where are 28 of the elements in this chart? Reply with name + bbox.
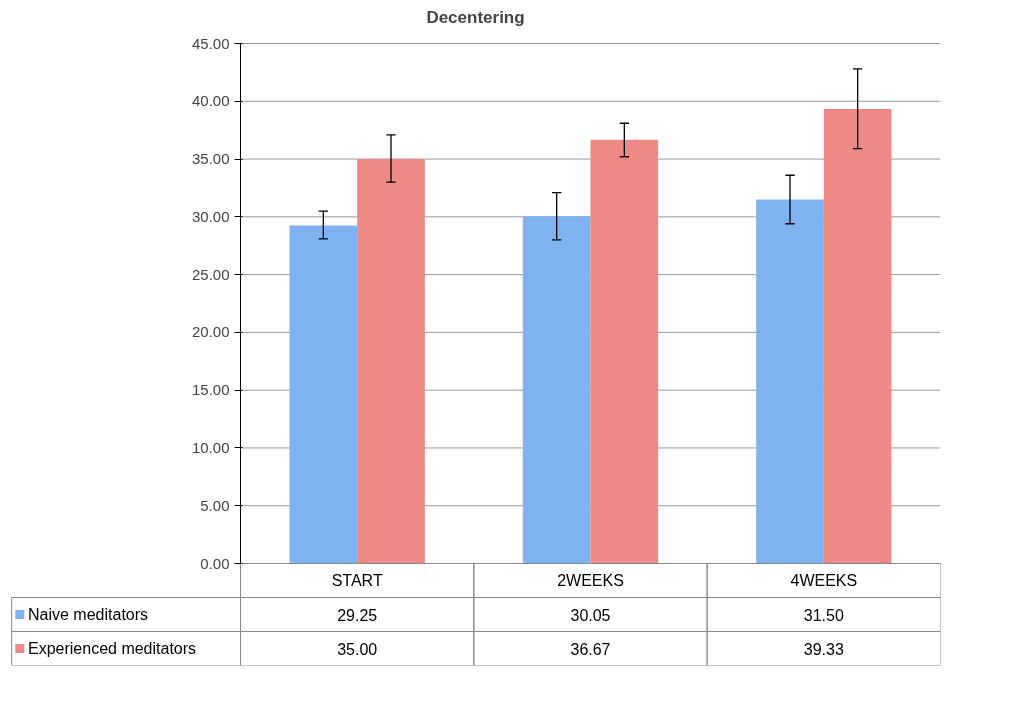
data-label: 39.33 (803, 640, 844, 658)
x-tick-label: START (331, 572, 383, 589)
y-tick-label: 30.00 (191, 207, 230, 225)
legend-label: Naive meditators (28, 606, 149, 623)
legend-label: Experienced meditators (28, 640, 197, 657)
y-tick-label: 0.00 (200, 554, 230, 572)
y-tick-label: 20.00 (191, 323, 230, 341)
data-label: 29.25 (337, 606, 378, 624)
y-tick-label: 10.00 (191, 438, 230, 456)
bar (590, 139, 659, 564)
data-label: 36.67 (570, 640, 611, 658)
data-label: 30.05 (570, 606, 611, 624)
bar (289, 225, 358, 564)
chart-title: Decentering (426, 7, 525, 27)
y-tick-label: 45.00 (191, 34, 230, 52)
y-tick-label: 35.00 (191, 150, 230, 168)
bar (522, 216, 591, 564)
y-tick-label: 5.00 (200, 496, 230, 514)
x-tick-label: 4WEEKS (790, 572, 858, 589)
bar (357, 159, 425, 564)
x-tick-label: 2WEEKS (557, 572, 624, 589)
bar (756, 199, 824, 564)
y-tick-label: 40.00 (191, 92, 230, 110)
data-label: 31.50 (803, 606, 844, 624)
y-tick-label: 25.00 (191, 265, 230, 283)
data-label: 35.00 (337, 640, 378, 658)
bar (823, 109, 892, 564)
y-tick-label: 15.00 (191, 381, 230, 399)
